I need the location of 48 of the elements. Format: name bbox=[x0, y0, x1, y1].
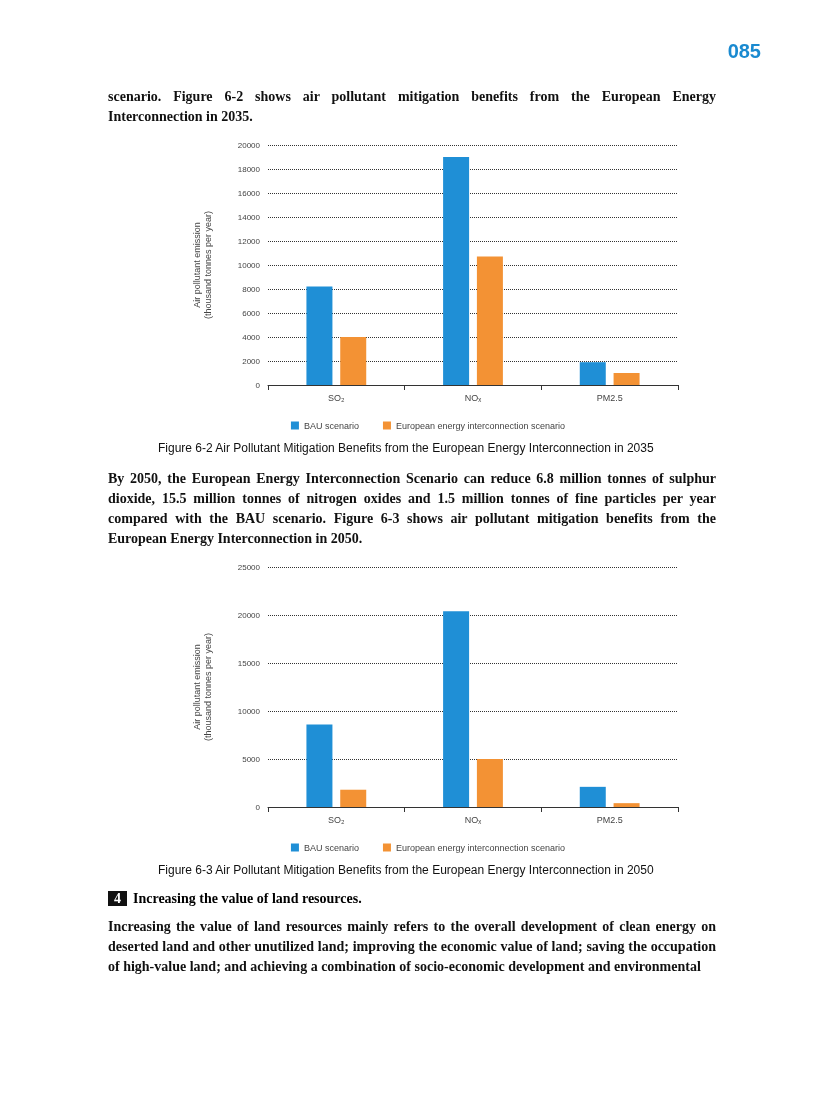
legend-label: BAU scenario bbox=[303, 420, 359, 431]
legend-label: BAU scenario bbox=[303, 842, 359, 853]
x-tick-label: SO₂ bbox=[328, 392, 346, 403]
text: By 2050, the European Energy Interconnection Scenario can reduce 6.8 million tonnes of sulphur dioxide, 15.5 million tonnes of nitrogen oxides and 1.5 million tonnes of fine particles per year compared with the BAU scenario. Figure 6-3 shows air pollutant mitigation benefits from the European Energy Interconnection in 2050. bbox=[108, 470, 716, 548]
y-axis-title: Air pollutant emission (thousand tonnes per year) bbox=[191, 210, 213, 320]
bar bbox=[476, 256, 503, 385]
bar bbox=[613, 373, 640, 385]
bar bbox=[579, 362, 606, 385]
x-tick-label: NOₓ bbox=[464, 814, 482, 825]
y-tick-label: 18000 bbox=[237, 164, 261, 174]
bar bbox=[306, 724, 333, 807]
text: 4 Increasing the value of land resources. bbox=[113, 891, 363, 907]
y-tick-label: 10000 bbox=[237, 706, 261, 716]
x-tick-label: SO₂ bbox=[328, 814, 346, 825]
y-tick-label: 6000 bbox=[242, 308, 261, 318]
y-tick-label: 12000 bbox=[237, 236, 261, 246]
text: 085 bbox=[726, 40, 761, 63]
bar bbox=[476, 759, 503, 807]
text: Figure 6-3 Air Pollutant Mitigation Benefits from the European Energy Interconnection in 2050 bbox=[158, 863, 655, 877]
text: Increasing the value of land resources mainly refers to the overall development of clean energy on deserted land and other unutilized land; improving the economic value of land; saving the occupation of high-value land; and achieving a combination of socio-economic development and environmental bbox=[108, 918, 716, 976]
y-tick-label: 0 bbox=[255, 380, 261, 390]
y-tick-label: 2000 bbox=[242, 356, 261, 366]
bar bbox=[579, 786, 606, 807]
text: Figure 6-2 Air Pollutant Mitigation Benefits from the European Energy Interconnection in 2035 bbox=[158, 441, 655, 455]
bar bbox=[306, 286, 333, 385]
legend-label: European energy interconnection scenario bbox=[395, 842, 566, 853]
x-tick-label: PM2.5 bbox=[596, 392, 623, 403]
y-tick-label: 4000 bbox=[242, 332, 261, 342]
y-tick-label: 15000 bbox=[237, 658, 261, 668]
y-tick-label: 20000 bbox=[237, 610, 261, 620]
legend-label: European energy interconnection scenario bbox=[395, 420, 566, 431]
y-tick-label: 8000 bbox=[242, 284, 261, 294]
bar bbox=[340, 789, 367, 807]
bar bbox=[443, 611, 470, 807]
y-tick-label: 20000 bbox=[237, 140, 261, 150]
y-tick-label: 0 bbox=[255, 802, 261, 812]
x-tick-label: PM2.5 bbox=[596, 814, 623, 825]
y-tick-label: 16000 bbox=[237, 188, 261, 198]
bar bbox=[613, 803, 640, 807]
y-tick-label: 5000 bbox=[242, 754, 261, 764]
bar bbox=[340, 337, 367, 385]
y-tick-label: 10000 bbox=[237, 260, 261, 270]
y-tick-label: 14000 bbox=[237, 212, 261, 222]
y-axis-title: Air pollutant emission (thousand tonnes per year) bbox=[191, 632, 213, 742]
x-tick-label: NOₓ bbox=[464, 392, 482, 403]
text: scenario. Figure 6-2 shows air pollutant mitigation benefits from the European Energy Interconnection in 2035. bbox=[108, 88, 716, 126]
y-tick-label: 25000 bbox=[237, 562, 261, 572]
bar bbox=[443, 157, 470, 385]
